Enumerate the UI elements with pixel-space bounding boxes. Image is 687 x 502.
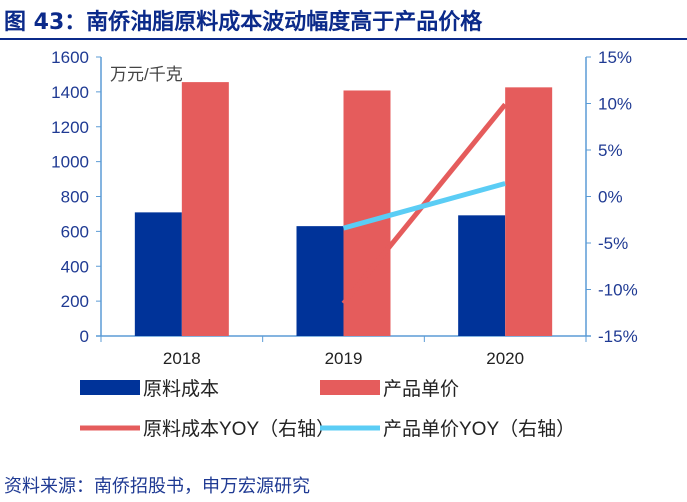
- legend-label: 产品单价: [383, 378, 459, 400]
- bar-cost-2018: [134, 212, 182, 336]
- legend-label: 原料成本: [143, 378, 219, 400]
- title-rule: [0, 38, 687, 40]
- right-tick-label: -5%: [598, 234, 628, 253]
- left-axis-unit: 万元/千克: [110, 65, 183, 84]
- bar-price-2020: [505, 87, 553, 336]
- x-tick-label: 2019: [325, 349, 363, 368]
- left-tick-label: 1200: [51, 118, 89, 137]
- left-tick-label: 1000: [51, 153, 89, 172]
- right-tick-label: 10%: [598, 95, 632, 114]
- left-tick-label: 400: [61, 257, 89, 276]
- chart: 0 200 400 600 800 1000 1200 1400 1600 -15% -10% -5%…: [51, 48, 638, 440]
- x-tick-label: 2020: [486, 349, 524, 368]
- right-tick-label: 15%: [598, 48, 632, 67]
- line-price-yoy: [342, 181, 506, 231]
- left-tick-label: 1400: [51, 83, 89, 102]
- left-tick-label: 800: [61, 188, 89, 207]
- right-tick-label: 0%: [598, 188, 623, 207]
- legend-swatch: [320, 380, 380, 395]
- legend-label: 产品单价YOY（右轴）: [383, 418, 575, 440]
- bar-price-2019: [343, 90, 391, 336]
- left-tick-label: 200: [61, 292, 89, 311]
- bar-cost-2019: [296, 226, 344, 336]
- left-tick-label: 0: [80, 327, 89, 346]
- source-note: 资料来源：南侨招股书，申万宏源研究: [4, 476, 310, 497]
- bar-cost-2020: [458, 215, 506, 336]
- left-tick-label: 1600: [51, 48, 89, 67]
- bar-price-2018: [181, 82, 229, 336]
- right-tick-label: -10%: [598, 281, 638, 300]
- legend-label: 原料成本YOY（右轴）: [143, 418, 335, 440]
- chart-title: 图 43：南侨油脂原料成本波动幅度高于产品价格: [4, 10, 483, 35]
- legend-swatch: [80, 380, 140, 395]
- x-tick-label: 2018: [163, 349, 201, 368]
- right-tick-label: -15%: [598, 327, 638, 346]
- left-tick-label: 600: [61, 222, 89, 241]
- right-tick-label: 5%: [598, 141, 623, 160]
